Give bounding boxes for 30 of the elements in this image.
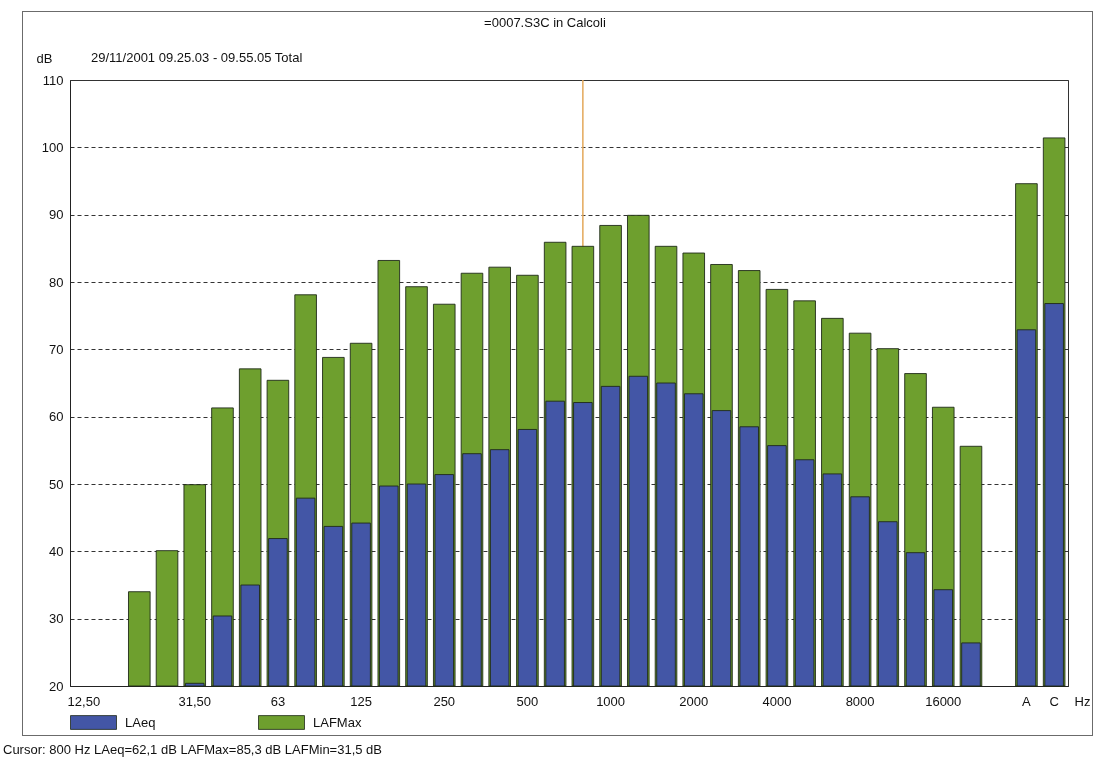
x-tick-label: A	[1022, 693, 1032, 709]
y-tick-label: 60	[49, 409, 64, 425]
x-tick-label: 16000	[925, 693, 962, 709]
y-tick-label: 100	[41, 139, 64, 155]
x-tick-label: C	[1049, 693, 1059, 709]
text: 29/11/2001 09.25.03 - 09.55.05 Total	[91, 50, 303, 65]
x-tick-label: 4000	[762, 693, 792, 709]
x-tick-label: 250	[433, 693, 456, 709]
y-tick-label: 20	[49, 678, 64, 694]
x-tick-label: 2000	[679, 693, 709, 709]
x-tick-label: 63	[270, 693, 286, 709]
chart-title: =0007.S3C in Calcoli	[484, 15, 606, 30]
x-tick-label: 125	[350, 693, 372, 709]
y-tick-label: 110	[42, 72, 64, 88]
legend-label: LAFMax	[313, 714, 362, 730]
y-tick-label: 50	[49, 476, 64, 492]
y-tick-label: 80	[49, 274, 64, 290]
y-tick-label: 90	[49, 207, 64, 223]
text: Cursor: 800 Hz LAeq=62,1 dB LAFMax=85,3 dB LAFMin=31,5 dB	[3, 742, 383, 757]
x-axis-title: Hz	[1074, 693, 1091, 709]
x-tick-label: 12,50	[67, 693, 101, 709]
x-tick-label: 8000	[845, 693, 875, 709]
y-tick-label: 30	[49, 611, 64, 627]
y-tick-label: 40	[49, 543, 64, 559]
x-tick-label: 1000	[596, 693, 626, 709]
x-tick-label: 500	[516, 693, 539, 709]
legend-label: LAeq	[125, 714, 156, 730]
y-tick-label: 70	[49, 341, 64, 357]
y-axis-title: dB	[36, 50, 53, 66]
x-tick-label: 31,50	[178, 693, 212, 709]
